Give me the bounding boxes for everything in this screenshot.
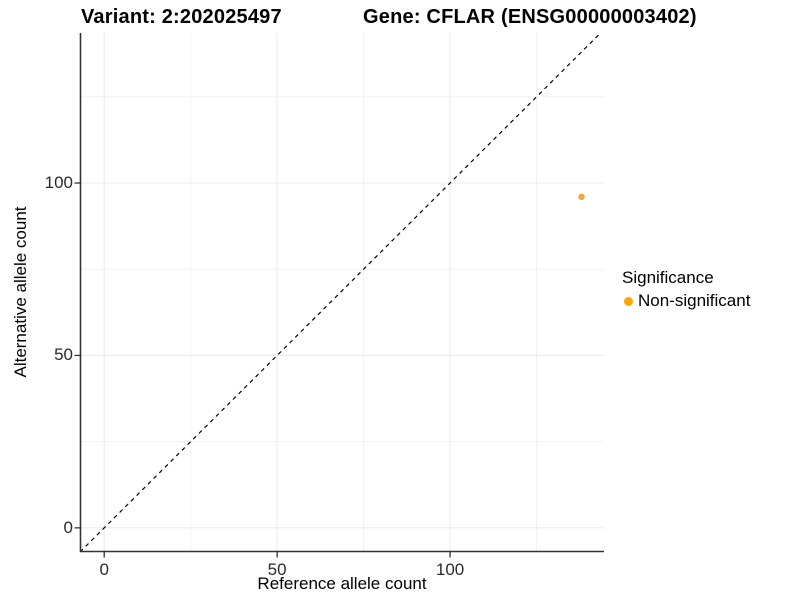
- y-tick-label: 100: [44, 173, 73, 192]
- y-tick-label: 50: [54, 345, 73, 365]
- identity-dashed-line: [79, 32, 601, 553]
- legend-item: Non-significant: [622, 291, 750, 311]
- axis-tick-marks: [74, 182, 451, 558]
- legend-item-label: Non-significant: [638, 291, 751, 310]
- y-axis-title: Alternative allele count: [11, 206, 30, 378]
- legend-key-dot-icon: [624, 296, 633, 306]
- minor-gridlines: [80, 33, 604, 552]
- x-tick-label: 0: [99, 560, 109, 579]
- x-axis-title: Reference allele count: [257, 574, 427, 593]
- plot-panel: [74, 32, 604, 558]
- data-points: [578, 193, 585, 201]
- plot-panel-canvas: [74, 32, 604, 558]
- plot-title-variant: Variant: 2:202025497: [81, 6, 282, 28]
- x-tick-label: 100: [435, 560, 465, 579]
- major-gridlines: [80, 33, 604, 552]
- plot-title-gene: Gene: CFLAR (ENSG00000003402): [363, 6, 697, 28]
- legend-title: Significance: [622, 268, 714, 287]
- x-tick-label: 50: [267, 560, 287, 579]
- legend: Significance Non-significant: [622, 268, 750, 311]
- y-tick-label: 0: [63, 517, 73, 537]
- axis-lines: [79, 33, 604, 553]
